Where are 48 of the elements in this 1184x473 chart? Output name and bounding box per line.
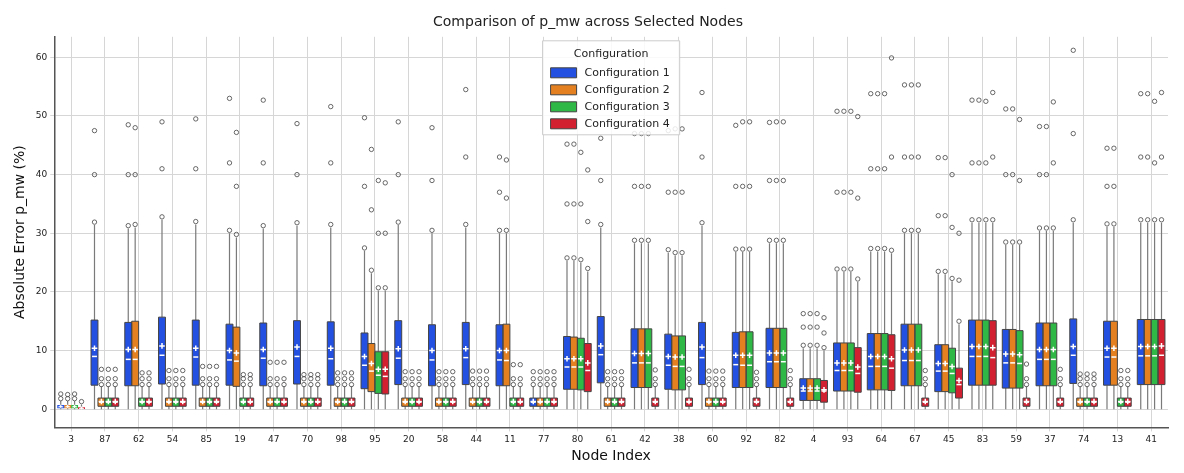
x-tick-label: 87 [99,434,111,445]
x-tick-label: 58 [436,434,449,445]
x-tick-label: 70 [301,434,314,445]
legend-label: Configuration 3 [584,99,670,113]
x-axis-title: Node Index [571,447,651,464]
x-tick-label: 54 [166,434,179,445]
x-tick-label: 93 [841,434,854,445]
x-tick-label: 37 [1044,434,1056,445]
legend-label: Configuration 4 [584,116,670,130]
x-tick-label: 3 [68,434,74,445]
y-tick-label: 40 [35,168,48,179]
x-tick-label: 11 [504,434,516,445]
x-tick-label: 92 [740,434,752,445]
legend-label: Configuration 2 [584,82,670,96]
legend-label: Configuration 1 [584,65,670,79]
x-tick-label: 45 [942,434,955,445]
x-tick-label: 60 [706,434,719,445]
y-tick-label: 60 [35,51,48,62]
x-tick-label: 83 [976,434,989,445]
x-tick-label: 85 [200,434,212,445]
x-tick-label: 19 [234,434,246,445]
x-tick-label: 13 [1111,434,1124,445]
y-tick-label: 30 [35,227,48,238]
x-tick-label: 80 [571,434,584,445]
legend-title: Configuration [573,46,649,60]
x-tick-label: 44 [470,434,483,445]
x-tick-label: 59 [1010,434,1023,445]
y-axis-title: Absolute Error p_mw (%) [11,145,28,320]
x-tick-label: 61 [605,434,617,445]
x-tick-label: 62 [132,434,145,445]
x-tick-label: 98 [335,434,348,445]
x-tick-label: 95 [369,434,381,445]
x-tick-label: 67 [909,434,921,445]
y-tick-label: 0 [41,403,48,414]
x-tick-label: 82 [774,434,786,445]
x-tick-label: 4 [810,434,817,445]
y-tick-label: 10 [35,344,48,355]
y-tick-label: 20 [35,286,48,297]
x-tick-label: 64 [875,434,888,445]
y-tick-label: 50 [35,110,48,121]
chart-title: Comparison of p_mw across Selected Nodes [433,13,743,30]
x-tick-label: 42 [639,434,651,445]
x-tick-label: 77 [537,434,550,445]
x-tick-label: 38 [672,434,685,445]
x-tick-label: 41 [1145,434,1157,445]
x-tick-label: 47 [267,434,280,445]
x-tick-label: 74 [1077,434,1090,445]
x-tick-label: 20 [402,434,415,445]
